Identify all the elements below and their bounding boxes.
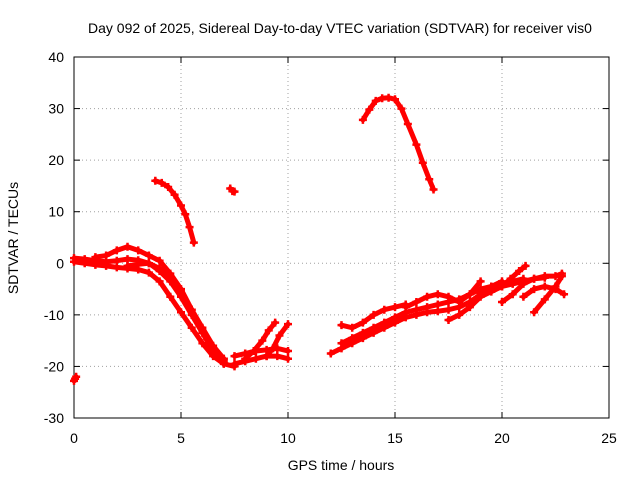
data-trace <box>178 309 195 331</box>
plot-frame <box>73 56 610 419</box>
data-points <box>70 93 569 385</box>
data-point <box>476 277 485 286</box>
data-point <box>284 320 292 329</box>
data-trace <box>178 294 195 318</box>
axis-ticks <box>73 56 610 419</box>
data-trace <box>531 296 548 315</box>
y-axis-label: SDTVAR / TECUs <box>5 182 21 294</box>
series-arc-4 <box>123 259 228 363</box>
series-arc-15 <box>401 277 485 312</box>
data-trace <box>167 294 184 315</box>
data-trace <box>167 276 184 295</box>
series-arc-5 <box>151 176 198 247</box>
data-trace <box>157 258 173 277</box>
series-arc-20 <box>519 282 569 301</box>
chart-title: Day 092 of 2025, Sidereal Day-to-day VTE… <box>88 20 592 36</box>
data-trace <box>405 121 419 148</box>
series-arc-14 <box>337 300 410 332</box>
series-arc-21 <box>358 93 438 194</box>
data-point <box>271 318 280 327</box>
data-trace <box>157 278 173 300</box>
y-tick-label: -10 <box>44 307 64 323</box>
data-trace <box>199 325 216 349</box>
data-point <box>230 187 239 196</box>
y-tick-label: 30 <box>48 101 64 117</box>
data-point <box>521 261 530 270</box>
x-tick-label: 25 <box>601 430 617 446</box>
data-trace <box>199 340 216 359</box>
y-tick-label: 10 <box>48 204 64 220</box>
data-trace <box>210 343 227 362</box>
data-point <box>219 354 228 363</box>
series-arc-2 <box>70 257 239 371</box>
data-trace <box>189 325 205 346</box>
x-tick-label: 20 <box>494 430 510 446</box>
data-point <box>557 272 566 281</box>
data-point <box>560 290 569 299</box>
series-arc-18 <box>498 261 530 291</box>
data-trace <box>467 278 484 297</box>
y-tick-label: 0 <box>56 255 64 271</box>
y-tick-label: -20 <box>44 358 64 374</box>
data-point <box>189 238 198 247</box>
data-point <box>429 185 438 194</box>
x-tick-label: 15 <box>387 430 403 446</box>
data-trace <box>276 321 291 338</box>
x-tick-labels: 0 5 10 15 20 25 <box>70 430 617 446</box>
series-arc-7 <box>70 372 81 385</box>
series-arc-6 <box>226 184 239 196</box>
series-arc-17 <box>498 269 566 306</box>
y-tick-label: 40 <box>48 49 64 65</box>
series-arc-10 <box>241 318 280 363</box>
x-axis-label: GPS time / hours <box>288 457 395 473</box>
x-tick-label: 5 <box>177 430 185 446</box>
data-trace <box>189 307 205 331</box>
y-tick-labels: -30 -20 -10 0 10 20 30 40 <box>44 49 64 426</box>
data-point <box>72 372 81 381</box>
data-point <box>284 354 292 363</box>
data-trace <box>178 289 195 313</box>
y-tick-label: -30 <box>44 410 64 426</box>
x-tick-label: 10 <box>280 430 296 446</box>
series-arc-11 <box>262 320 292 361</box>
x-tick-label: 0 <box>70 430 78 446</box>
data-point <box>284 346 292 355</box>
grid-lines <box>74 57 609 418</box>
y-tick-label: 20 <box>48 152 64 168</box>
